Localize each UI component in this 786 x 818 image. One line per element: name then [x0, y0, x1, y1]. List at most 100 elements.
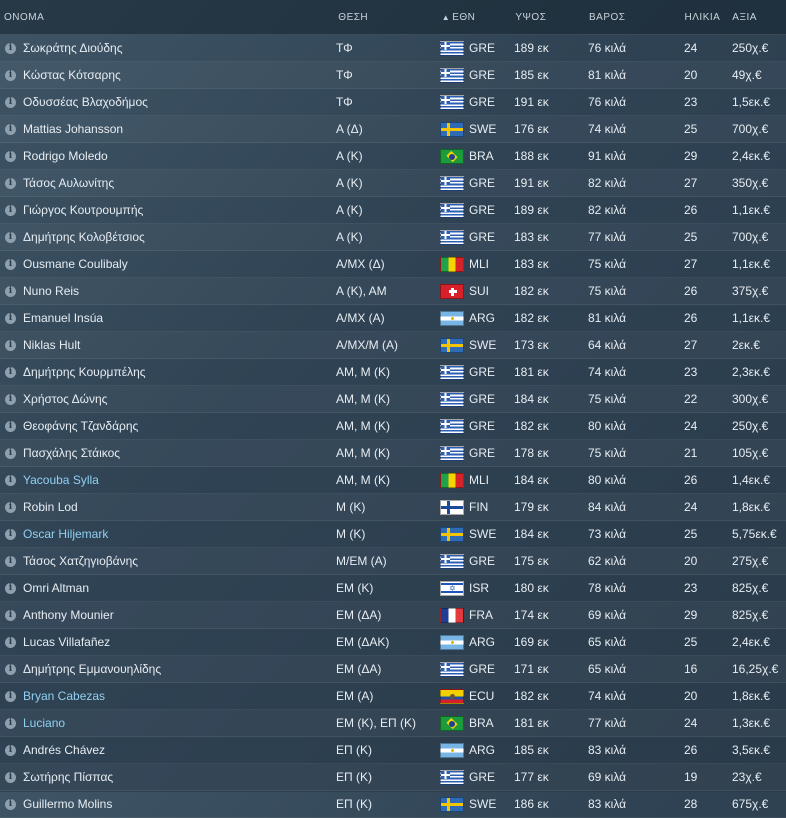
- table-row[interactable]: i Emanuel Insúa Α/ΜΧ (Α) ARG 182 εκ 81 κ…: [0, 305, 786, 332]
- player-name[interactable]: Andrés Chávez: [23, 743, 106, 757]
- player-name[interactable]: Emanuel Insúa: [23, 311, 104, 325]
- flag-icon[interactable]: [440, 310, 464, 326]
- info-icon[interactable]: i: [5, 123, 16, 135]
- info-icon[interactable]: i: [5, 42, 16, 54]
- table-row[interactable]: i Omri Altman ΕΜ (Κ) ISR 180 εκ 78 κιλά …: [0, 575, 786, 602]
- flag-icon[interactable]: [440, 148, 464, 164]
- flag-icon[interactable]: [440, 688, 464, 704]
- flag-icon[interactable]: [440, 175, 464, 191]
- player-name[interactable]: Anthony Mounier: [23, 608, 114, 622]
- flag-icon[interactable]: [440, 607, 464, 623]
- table-row[interactable]: i Σωκράτης Διούδης ΤΦ GRE 189 εκ 76 κιλά…: [0, 35, 786, 62]
- info-icon[interactable]: i: [5, 501, 16, 513]
- table-row[interactable]: i Πασχάλης Στάικος ΑΜ, Μ (Κ) GRE 178 εκ …: [0, 440, 786, 467]
- info-icon[interactable]: i: [5, 663, 16, 675]
- table-row[interactable]: i Rodrigo Moledo Α (Κ) BRA 188 εκ 91 κιλ…: [0, 143, 786, 170]
- table-row[interactable]: i Δημήτρης Κολοβέτσιος Α (Κ) GRE 183 εκ …: [0, 224, 786, 251]
- flag-icon[interactable]: [440, 67, 464, 83]
- player-name[interactable]: Yacouba Sylla: [23, 473, 99, 487]
- info-icon[interactable]: i: [5, 474, 16, 486]
- player-name[interactable]: Δημήτρης Εμμανουηλίδης: [23, 662, 162, 676]
- flag-icon[interactable]: [440, 283, 464, 299]
- info-icon[interactable]: i: [5, 528, 16, 540]
- column-header-value[interactable]: ΑΞΙΑ: [732, 11, 757, 23]
- player-name[interactable]: Θεοφάνης Τζανδάρης: [23, 419, 139, 433]
- table-row[interactable]: i Guillermo Molins ΕΠ (Κ) SWE 186 εκ 83 …: [0, 791, 786, 818]
- player-name[interactable]: Omri Altman: [23, 581, 90, 595]
- flag-icon[interactable]: [440, 418, 464, 434]
- player-name[interactable]: Niklas Hult: [23, 338, 81, 352]
- table-row[interactable]: i Σωτήρης Πίσπας ΕΠ (Κ) GRE 177 εκ 69 κι…: [0, 764, 786, 791]
- flag-icon[interactable]: [440, 526, 464, 542]
- column-header-name[interactable]: ΟΝΟΜΑ: [4, 11, 45, 23]
- info-icon[interactable]: i: [5, 771, 16, 783]
- table-row[interactable]: i Yacouba Sylla ΑΜ, Μ (Κ) MLI 184 εκ 80 …: [0, 467, 786, 494]
- player-name[interactable]: Mattias Johansson: [23, 122, 124, 136]
- player-name[interactable]: Robin Lod: [23, 500, 78, 514]
- player-name[interactable]: Bryan Cabezas: [23, 689, 106, 703]
- table-row[interactable]: i Δημήτρης Κουρμπέλης ΑΜ, Μ (Κ) GRE 181 …: [0, 359, 786, 386]
- column-header-position[interactable]: ΘΕΣΗ: [338, 11, 369, 23]
- table-row[interactable]: i Oscar Hiljemark Μ (Κ) SWE 184 εκ 73 κι…: [0, 521, 786, 548]
- info-icon[interactable]: i: [5, 393, 16, 405]
- table-row[interactable]: i Τάσος Αυλωνίτης Α (Κ) GRE 191 εκ 82 κι…: [0, 170, 786, 197]
- flag-icon[interactable]: [440, 445, 464, 461]
- column-header-nationality[interactable]: ▲ ΕΘΝ: [441, 11, 476, 23]
- player-name[interactable]: Guillermo Molins: [23, 797, 113, 811]
- player-name[interactable]: Κώστας Κότσαρης: [23, 68, 121, 82]
- flag-icon[interactable]: [440, 499, 464, 515]
- info-icon[interactable]: i: [5, 96, 16, 108]
- player-name[interactable]: Οδυσσέας Βλαχοδήμος: [23, 95, 148, 109]
- flag-icon[interactable]: [440, 337, 464, 353]
- player-name[interactable]: Δημήτρης Κουρμπέλης: [23, 365, 146, 379]
- column-header-height[interactable]: ΥΨΟΣ: [515, 11, 547, 23]
- info-icon[interactable]: i: [5, 366, 16, 378]
- player-name[interactable]: Oscar Hiljemark: [23, 527, 109, 541]
- table-row[interactable]: i Γιώργος Κουτρουμπής Α (Κ) GRE 189 εκ 8…: [0, 197, 786, 224]
- info-icon[interactable]: i: [5, 717, 16, 729]
- player-name[interactable]: Χρήστος Δώνης: [23, 392, 108, 406]
- flag-icon[interactable]: [440, 661, 464, 677]
- player-name[interactable]: Σωκράτης Διούδης: [23, 41, 123, 55]
- flag-icon[interactable]: [440, 229, 464, 245]
- info-icon[interactable]: i: [5, 744, 16, 756]
- player-name[interactable]: Σωτήρης Πίσπας: [23, 770, 114, 784]
- table-row[interactable]: i Τάσος Χατζηγιοβάνης Μ/ΕΜ (Α) GRE 175 ε…: [0, 548, 786, 575]
- player-name[interactable]: Πασχάλης Στάικος: [23, 446, 121, 460]
- table-row[interactable]: i Niklas Hult Α/ΜΧ/Μ (Α) SWE 173 εκ 64 κ…: [0, 332, 786, 359]
- flag-icon[interactable]: [440, 391, 464, 407]
- player-name[interactable]: Δημήτρης Κολοβέτσιος: [23, 230, 145, 244]
- info-icon[interactable]: i: [5, 447, 16, 459]
- info-icon[interactable]: i: [5, 339, 16, 351]
- table-row[interactable]: i Lucas Villafañez ΕΜ (ΔΑΚ) ARG 169 εκ 6…: [0, 629, 786, 656]
- flag-icon[interactable]: [440, 202, 464, 218]
- flag-icon[interactable]: [440, 742, 464, 758]
- table-row[interactable]: i Robin Lod Μ (Κ) FIN 179 εκ 84 κιλά 24 …: [0, 494, 786, 521]
- table-row[interactable]: i Bryan Cabezas ΕΜ (Α) ECU 182 εκ 74 κιλ…: [0, 683, 786, 710]
- flag-icon[interactable]: [440, 715, 464, 731]
- info-icon[interactable]: i: [5, 150, 16, 162]
- flag-icon[interactable]: [440, 553, 464, 569]
- flag-icon[interactable]: [440, 472, 464, 488]
- info-icon[interactable]: i: [5, 582, 16, 594]
- flag-icon[interactable]: [440, 94, 464, 110]
- player-name[interactable]: Γιώργος Κουτρουμπής: [23, 203, 144, 217]
- info-icon[interactable]: i: [5, 231, 16, 243]
- flag-icon[interactable]: [440, 769, 464, 785]
- table-row[interactable]: i Θεοφάνης Τζανδάρης ΑΜ, Μ (Κ) GRE 182 ε…: [0, 413, 786, 440]
- flag-icon[interactable]: [440, 364, 464, 380]
- flag-icon[interactable]: [440, 121, 464, 137]
- column-header-weight[interactable]: ΒΑΡΟΣ: [589, 11, 626, 23]
- player-name[interactable]: Luciano: [23, 716, 66, 730]
- info-icon[interactable]: i: [5, 285, 16, 297]
- info-icon[interactable]: i: [5, 636, 16, 648]
- flag-icon[interactable]: [440, 256, 464, 272]
- player-name[interactable]: Τάσος Χατζηγιοβάνης: [23, 554, 139, 568]
- info-icon[interactable]: i: [5, 204, 16, 216]
- table-row[interactable]: i Mattias Johansson Α (Δ) SWE 176 εκ 74 …: [0, 116, 786, 143]
- player-name[interactable]: Τάσος Αυλωνίτης: [23, 176, 115, 190]
- table-row[interactable]: i Nuno Reis Α (Κ), ΑΜ SUI 182 εκ 75 κιλά…: [0, 278, 786, 305]
- info-icon[interactable]: i: [5, 555, 16, 567]
- flag-icon[interactable]: [440, 634, 464, 650]
- info-icon[interactable]: i: [5, 69, 16, 81]
